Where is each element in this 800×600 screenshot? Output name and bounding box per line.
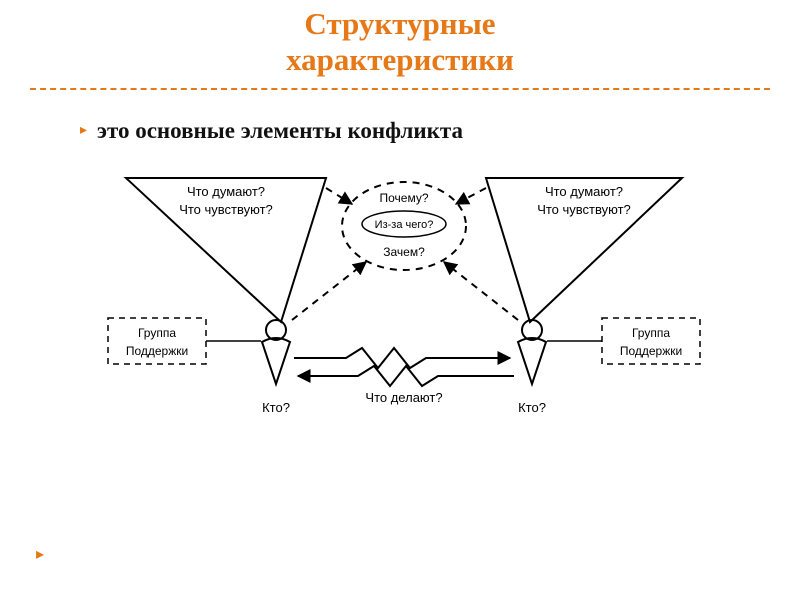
title-divider [30,88,770,90]
center-whatfor-label: Зачем? [383,245,425,259]
page-title: Структурные характеристики [0,0,800,77]
right-group-label-1: Группа [632,326,670,340]
right-feel-label: Что чувствуют? [537,202,631,217]
left-person-icon [262,320,290,384]
bullet-row: ▸ это основные элементы конфликта [0,100,523,144]
dash-right-fig [444,262,518,320]
right-think-label: Что думают? [545,184,623,199]
bullet-glyph-icon: ▸ [80,124,87,138]
left-group-label-2: Поддержки [126,344,188,358]
right-triangle [486,178,682,322]
left-think-label: Что думают? [187,184,265,199]
slide: Структурные характеристики ▸ это основны… [0,0,800,600]
corner-bullet-icon: ▸ [36,544,44,564]
center-why-label: Почему? [379,191,428,205]
title-line-2: характеристики [286,42,514,77]
left-feel-label: Что чувствуют? [179,202,273,217]
left-who-label: Кто? [262,400,290,415]
center-because-label: Из-за чего? [375,219,434,231]
dash-right-top [456,188,486,204]
do-label: Что делают? [365,390,442,405]
title-line-1: Структурные [304,6,495,41]
dash-left-fig [292,262,366,320]
left-group-label-1: Группа [138,326,176,340]
conflict-diagram: Что думают? Что чувствуют? Что думают? Ч… [66,162,742,462]
right-group-label-2: Поддержки [620,344,682,358]
action-arrows [294,348,514,386]
dash-left-top [326,188,352,204]
left-triangle [126,178,326,322]
right-who-label: Кто? [518,400,546,415]
bullet-text: это основные элементы конфликта [97,118,463,144]
right-person-icon [518,320,546,384]
